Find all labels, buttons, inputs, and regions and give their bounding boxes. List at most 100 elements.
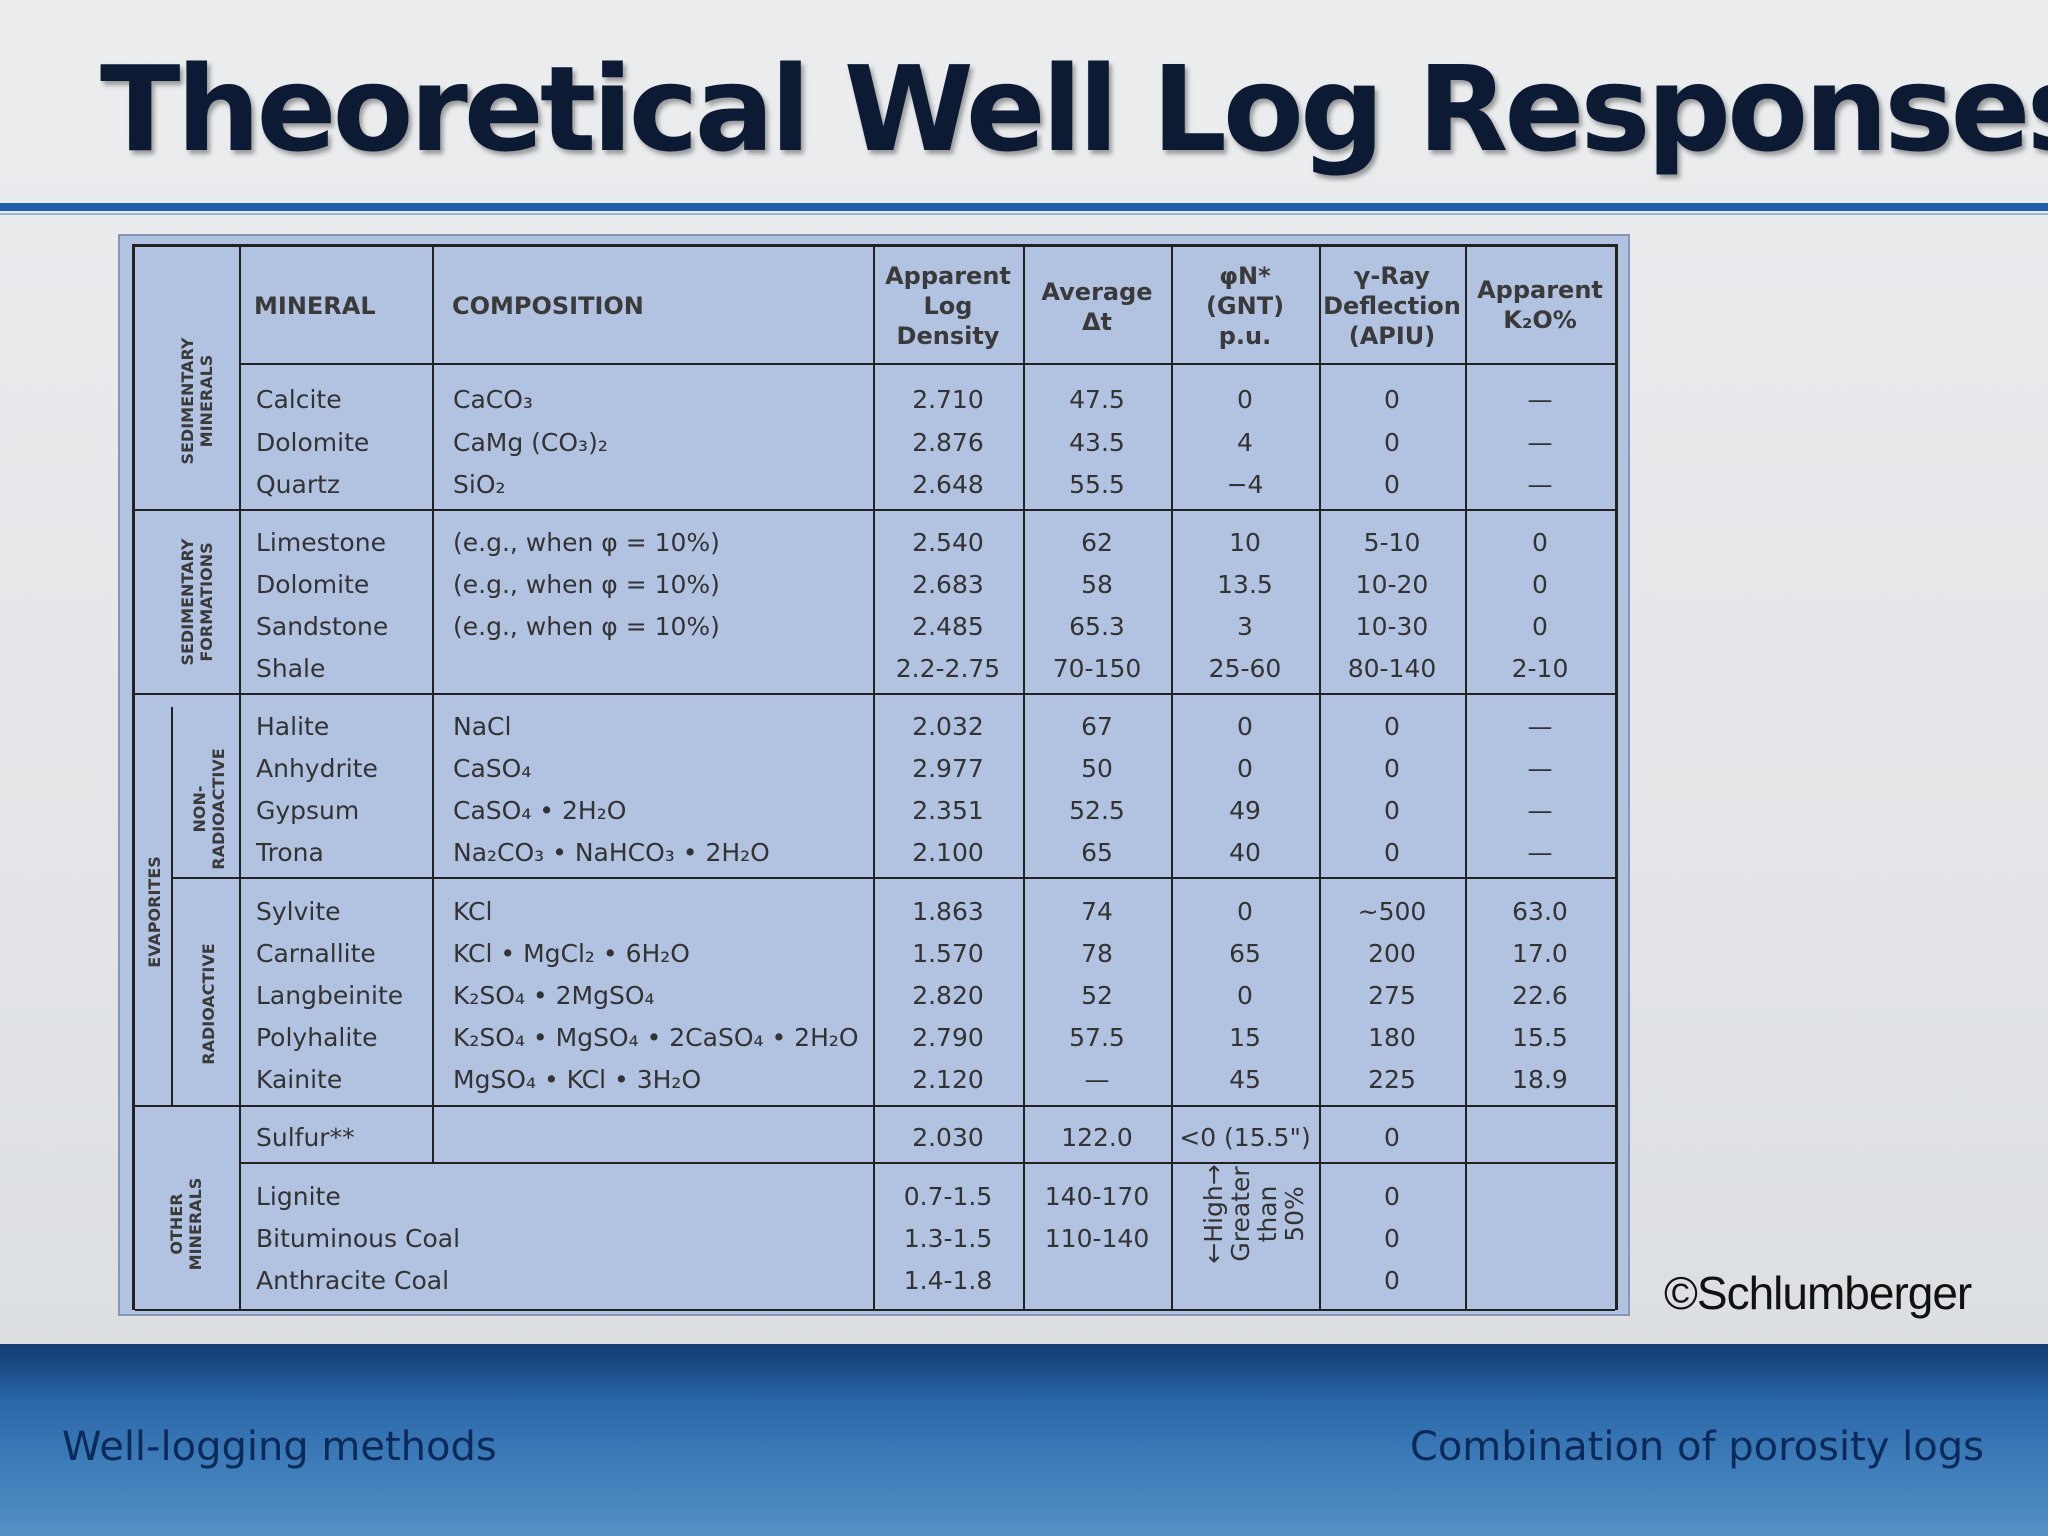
cell-gamma: 0	[1384, 428, 1400, 457]
footer-band	[0, 1344, 2048, 1536]
cell-mineral: Dolomite	[256, 570, 370, 599]
cell-mineral: Halite	[256, 712, 330, 741]
cell-density: 2.648	[912, 470, 984, 499]
cell-density: 2.351	[912, 796, 984, 825]
table-bottom-rule	[135, 1309, 1615, 1311]
log-response-table: MINERAL COMPOSITION Apparent Log Density…	[132, 244, 1618, 1311]
cell-gamma: 0	[1384, 1266, 1400, 1295]
cell-density: 2.2-2.75	[895, 654, 1001, 683]
cell-density: 2.710	[912, 385, 984, 414]
mineral-column-divider	[432, 247, 434, 1162]
cell-phin: 65	[1229, 939, 1261, 968]
cell-phin: 13.5	[1217, 570, 1273, 599]
cell-phin: 15	[1229, 1023, 1261, 1052]
cell-density: 1.3-1.5	[903, 1224, 993, 1253]
cell-density: 2.100	[912, 838, 984, 867]
cell-k2o: —	[1527, 838, 1553, 867]
cell-composition: K₂SO₄ • MgSO₄ • 2CaSO₄ • 2H₂O	[453, 1023, 859, 1052]
cell-k2o: 15.5	[1512, 1023, 1568, 1052]
header-divider	[239, 363, 1615, 365]
cell-gamma: 275	[1368, 981, 1416, 1010]
section-divider	[135, 1105, 1615, 1107]
cell-composition: SiO₂	[453, 470, 506, 499]
cell-phin: 0	[1237, 754, 1253, 783]
cell-mineral: Quartz	[256, 470, 341, 499]
cell-mineral: Limestone	[256, 528, 386, 557]
cell-dt: 43.5	[1069, 428, 1125, 457]
cell-dt: 65	[1081, 838, 1113, 867]
cell-density: 0.7-1.5	[903, 1182, 993, 1211]
cell-composition: CaMg (CO₃)₂	[453, 428, 608, 457]
cell-phin: 0	[1237, 897, 1253, 926]
cell-composition: MgSO₄ • KCl • 3H₂O	[453, 1065, 702, 1094]
cell-dt: 67	[1081, 712, 1113, 741]
cell-phin: 4	[1237, 428, 1253, 457]
cell-gamma: 225	[1368, 1065, 1416, 1094]
group-non-radioactive: NON- RADIOACTIVE	[190, 748, 228, 870]
footer-course-title: Well-logging methods	[62, 1424, 497, 1470]
cell-dt: 78	[1081, 939, 1113, 968]
footer-shade	[0, 1344, 2048, 1400]
dt-column-divider	[1171, 247, 1173, 1309]
cell-composition: Na₂CO₃ • NaHCO₃ • 2H₂O	[453, 838, 770, 867]
cell-mineral: Carnallite	[256, 939, 376, 968]
cell-composition: KCl • MgCl₂ • 6H₂O	[453, 939, 690, 968]
cell-composition: (e.g., when φ = 10%)	[453, 528, 720, 557]
cell-mineral: Polyhalite	[256, 1023, 378, 1052]
section-divider	[135, 509, 1615, 511]
header-composition: COMPOSITION	[452, 292, 644, 320]
cell-density: 2.030	[912, 1123, 984, 1152]
cell-mineral: Sylvite	[256, 897, 341, 926]
cell-composition: K₂SO₄ • 2MgSO₄	[453, 981, 655, 1010]
cell-dt: 74	[1081, 897, 1113, 926]
cell-k2o: 63.0	[1512, 897, 1568, 926]
header-density: Apparent Log Density	[885, 262, 1011, 350]
cell-density: 1.570	[912, 939, 984, 968]
coal-neutron-porosity-note: ←High→ Greater than 50%	[1199, 1164, 1309, 1264]
header-gamma-ray: γ-Ray Deflection (APIU)	[1323, 262, 1461, 350]
cell-dt: 52	[1081, 981, 1113, 1010]
cell-mineral: Gypsum	[256, 796, 360, 825]
cell-k2o: 0	[1532, 528, 1548, 557]
cell-dt: 58	[1081, 570, 1113, 599]
cell-k2o: —	[1527, 754, 1553, 783]
cell-mineral: Lignite	[256, 1182, 341, 1211]
cell-density: 2.485	[912, 612, 984, 641]
cell-mineral: Sulfur**	[256, 1123, 355, 1152]
cell-composition: CaSO₄ • 2H₂O	[453, 796, 627, 825]
cell-gamma: 0	[1384, 712, 1400, 741]
cell-gamma: 0	[1384, 1182, 1400, 1211]
cell-k2o: 0	[1532, 612, 1548, 641]
cell-mineral: Bituminous Coal	[256, 1224, 461, 1253]
cell-gamma: 10-20	[1355, 570, 1429, 599]
cell-density: 2.120	[912, 1065, 984, 1094]
cell-density: 2.032	[912, 712, 984, 741]
group-radioactive: RADIOACTIVE	[199, 943, 218, 1065]
composition-column-divider	[873, 247, 875, 1309]
cell-phin: 0	[1237, 712, 1253, 741]
cell-composition: NaCl	[453, 712, 512, 741]
cell-density: 1.4-1.8	[903, 1266, 993, 1295]
cell-dt: 55.5	[1069, 470, 1125, 499]
cell-density: 2.876	[912, 428, 984, 457]
cell-mineral: Shale	[256, 654, 326, 683]
cell-phin: 45	[1229, 1065, 1261, 1094]
cell-phin: 40	[1229, 838, 1261, 867]
cell-k2o: —	[1527, 796, 1553, 825]
cell-dt: 70-150	[1052, 654, 1142, 683]
cell-phin: 0	[1237, 385, 1253, 414]
cell-phin: 25-60	[1208, 654, 1282, 683]
gamma-column-divider	[1465, 247, 1467, 1309]
cell-mineral: Anhydrite	[256, 754, 378, 783]
log-response-table-image: MINERAL COMPOSITION Apparent Log Density…	[118, 234, 1630, 1316]
cell-composition: CaCO₃	[453, 385, 533, 414]
cell-composition: KCl	[453, 897, 493, 926]
cell-mineral: Anthracite Coal	[256, 1266, 450, 1295]
cell-dt: 122.0	[1061, 1123, 1133, 1152]
cell-mineral: Langbeinite	[256, 981, 404, 1010]
section-divider	[239, 1162, 1615, 1164]
group-column-divider	[239, 247, 241, 1309]
cell-gamma: 5-10	[1363, 528, 1421, 557]
cell-k2o: 18.9	[1512, 1065, 1568, 1094]
footer-section-title: Combination of porosity logs	[1409, 1424, 1984, 1470]
